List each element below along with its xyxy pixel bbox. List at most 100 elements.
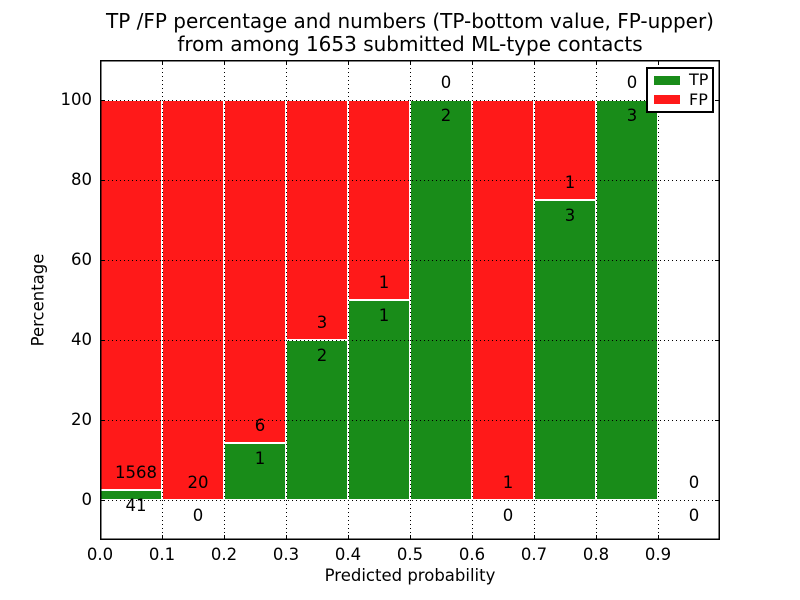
x-tick-mark-bottom [533,535,535,540]
bar-label-fp: 0 [626,73,638,92]
x-tick-mark-top [223,60,225,65]
x-tick-mark-bottom [347,535,349,540]
bar-label-fp: 3 [316,313,328,332]
y-tick-mark-right [715,99,720,101]
bar-segment-tp [534,200,596,500]
y-tick-label: 60 [71,250,92,269]
bar-label-tp: 0 [192,506,204,525]
y-tick-mark-right [715,259,720,261]
x-tick-mark-top [285,60,287,65]
y-tick-mark-right [715,499,720,501]
bar-label-tp: 41 [125,495,147,515]
x-tick-mark-top [409,60,411,65]
x-tick-label: 0.4 [334,545,362,564]
bar-label-fp: 20 [187,473,209,492]
y-tick-mark-right [715,179,720,181]
bar-label-tp: 2 [440,106,452,125]
bar-label-tp: 0 [502,506,514,525]
y-tick-mark-left [100,339,105,341]
x-tick-label: 0.9 [644,545,672,564]
x-tick-label: 0.7 [520,545,548,564]
x-tick-mark-top [533,60,535,65]
bar-segment-fp [286,100,348,340]
y-tick-mark-left [100,499,105,501]
legend-item-tp: TP [654,70,709,90]
x-tick-label: 0.0 [86,545,114,564]
chart-title-line-1: TP /FP percentage and numbers (TP-bottom… [106,9,714,33]
bar-segment-tp [596,100,658,500]
legend: TP FP [646,67,714,113]
grid-line-vertical [347,60,349,540]
x-tick-mark-bottom [99,535,101,540]
grid-line-vertical [533,60,535,540]
grid-line-vertical [223,60,225,540]
x-tick-mark-top [657,60,659,65]
x-tick-mark-bottom [409,535,411,540]
y-tick-label: 20 [71,410,92,429]
y-tick-label: 100 [60,90,93,109]
bar-label-tp: 0 [688,506,700,525]
legend-label-tp: TP [689,70,709,90]
y-tick-label: 40 [71,330,92,349]
grid-line-vertical [161,60,163,540]
x-tick-mark-top [347,60,349,65]
bar-label-fp: 1568 [115,462,157,482]
bar-segment-tp [348,300,410,500]
x-tick-label: 0.8 [582,545,610,564]
bar-label-tp: 3 [626,106,638,125]
x-tick-mark-top [471,60,473,65]
x-tick-mark-bottom [657,535,659,540]
bar-segment-fp [100,100,162,490]
x-tick-mark-bottom [471,535,473,540]
x-tick-mark-bottom [223,535,225,540]
bar-segment-fp [162,100,224,500]
bar-label-tp: 3 [564,206,576,225]
y-tick-label: 80 [71,170,92,189]
bar-label-fp: 1 [502,473,514,492]
x-tick-mark-bottom [161,535,163,540]
bar-label-fp: 1 [378,273,390,292]
legend-label-fp: FP [689,89,708,109]
x-tick-mark-top [99,60,101,65]
x-axis-label: Predicted probability [324,566,496,585]
bar-label-tp: 1 [378,306,390,325]
grid-line-vertical [471,60,473,540]
y-axis-label: Percentage [28,253,48,347]
bar-segment-tp [224,442,286,500]
x-tick-label: 0.6 [458,545,486,564]
bar-label-fp: 1 [564,173,576,192]
y-tick-label: 0 [81,490,93,509]
plot-area: 1568 41 20 0 6 1 3 2 1 1 0 2 1 0 1 3 0 3 0 0 [99,60,720,540]
x-tick-label: 0.5 [396,545,424,564]
bar-segment-fp [224,100,286,443]
x-tick-mark-bottom [285,535,287,540]
bar-segment-fp [348,100,410,300]
x-tick-label: 0.2 [210,545,238,564]
fp-color-swatch [654,95,680,105]
legend-item-fp: FP [654,89,708,109]
x-tick-mark-bottom [595,535,597,540]
bar-label-fp: 0 [440,73,452,92]
x-tick-label: 0.3 [272,545,300,564]
grid-line-vertical [409,60,411,540]
bar-label-tp: 2 [316,346,328,365]
y-tick-mark-left [100,259,105,261]
bar-label-tp: 1 [254,448,266,468]
x-tick-mark-top [595,60,597,65]
y-tick-mark-right [715,339,720,341]
bar-label-fp: 6 [254,415,266,435]
grid-line-vertical [595,60,597,540]
bar-segment-fp [472,100,534,500]
y-tick-mark-left [100,99,105,101]
x-tick-label: 0.1 [148,545,176,564]
grid-line-vertical [285,60,287,540]
chart-title-line-2: from among 1653 submitted ML-type contac… [177,32,643,56]
x-tick-mark-top [161,60,163,65]
bar-segment-tp [410,100,472,500]
y-tick-mark-left [100,419,105,421]
y-tick-mark-left [100,179,105,181]
tp-color-swatch [654,75,680,85]
grid-line-vertical [657,60,659,540]
y-tick-mark-right [715,419,720,421]
